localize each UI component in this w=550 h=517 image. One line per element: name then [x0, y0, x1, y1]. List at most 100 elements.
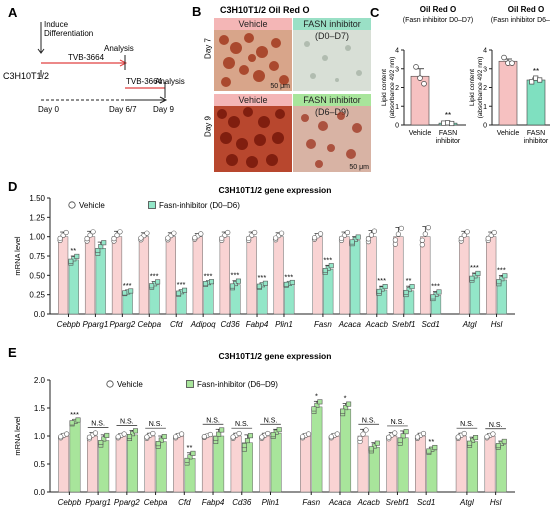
- y-tick-label: 0: [483, 123, 487, 130]
- data-point: [155, 279, 161, 285]
- analysis-label-1: Analysis: [104, 44, 134, 53]
- x-tick-label: Srebf1: [392, 320, 416, 329]
- drug-label-1: TVB-3664: [68, 53, 105, 62]
- y-axis-label-line: (absorbance 492 nm): [477, 57, 484, 119]
- data-point: [179, 431, 185, 437]
- legend-marker: [106, 380, 114, 388]
- data-point: [184, 457, 190, 463]
- x-tick-label: Hsl: [490, 498, 502, 507]
- data-point: [121, 431, 127, 437]
- x-tick-label: Vehicle: [409, 130, 432, 137]
- induce-label: Induce: [44, 20, 69, 29]
- chart-title: C3H10T1/2 gene expression: [219, 351, 332, 361]
- bar: [368, 446, 380, 493]
- x-tick-label: Pparg2: [114, 498, 140, 507]
- bar: [328, 435, 340, 493]
- data-point: [171, 230, 177, 236]
- x-tick-label: Cd36: [232, 498, 252, 507]
- drug-label-2: TVB-3664: [126, 77, 163, 86]
- bar: [95, 248, 106, 315]
- data-point: [182, 287, 188, 293]
- bar: [415, 435, 426, 493]
- data-point: [455, 434, 461, 440]
- micrograph-day7-vehicle: Vehicle 50 μm: [214, 18, 292, 91]
- x-tick-label: Atgl: [459, 498, 474, 507]
- x-tick-label: Cebpa: [144, 498, 168, 507]
- significance-mark: N.S.: [120, 418, 134, 425]
- y-tick-label: 2: [395, 85, 399, 92]
- data-point: [409, 284, 415, 290]
- data-point: [403, 289, 409, 295]
- micrograph-day9-fasn: FASN inhibitor (D6–D9) 50 μm: [293, 94, 371, 172]
- scale-bar-label: 50 μm: [349, 164, 369, 171]
- x-tick-label: Hsl: [491, 320, 503, 329]
- data-point: [368, 232, 375, 238]
- x-tick-label: Fasn: [314, 320, 332, 329]
- significance-mark: N.S.: [391, 419, 405, 426]
- data-point: [461, 232, 467, 238]
- bar: [87, 435, 98, 493]
- y-tick-label: 2.0: [34, 376, 46, 385]
- x-tick-label: Cebpb: [58, 498, 82, 507]
- data-point: [230, 434, 236, 440]
- bar: [386, 435, 398, 493]
- y-tick-label: 1: [395, 104, 399, 111]
- bar: [219, 236, 230, 315]
- chart-subtitle: (Fasn inhibitor D6–D9): [491, 17, 550, 24]
- data-point: [432, 444, 438, 450]
- x-tick-label: Scd1: [422, 320, 440, 329]
- significance-mark: **: [428, 437, 434, 446]
- data-point: [317, 399, 323, 405]
- x-tick-label: Vehicle: [497, 130, 520, 137]
- x-tick-label: Fabp4: [246, 320, 269, 329]
- day7-row-label: Day 7: [203, 38, 213, 59]
- data-point: [340, 408, 346, 414]
- data-point: [207, 431, 213, 438]
- data-point: [64, 431, 70, 437]
- x-tick-label: Cebpb: [57, 320, 81, 329]
- significance-mark: **: [406, 276, 412, 285]
- data-point: [425, 225, 431, 231]
- data-point: [449, 120, 455, 127]
- y-tick-label: 0.25: [29, 291, 45, 300]
- data-point: [491, 229, 497, 236]
- bar: [84, 236, 96, 315]
- data-point: [58, 434, 64, 440]
- x-tick-label: Cfd: [170, 320, 183, 329]
- bar: [484, 435, 496, 493]
- micrograph-label: Vehicle: [214, 18, 292, 30]
- panel-a-letter: A: [8, 5, 18, 20]
- data-point: [198, 231, 204, 237]
- significance-mark: ***: [377, 276, 386, 285]
- significance-mark: ***: [257, 273, 266, 282]
- x-tick-label: inhibitor: [524, 138, 549, 145]
- chart-title: Oil Red O: [420, 5, 456, 14]
- significance-mark: ***: [123, 281, 132, 290]
- chart-c-right: Oil Red O (Fasn inhibitor D6–D9) 0 1 2 3 4 Lipi…: [469, 5, 550, 145]
- data-point: [311, 406, 317, 412]
- micrograph-label: FASN inhibitor (D6–D9): [293, 94, 371, 117]
- bar: [300, 435, 311, 493]
- bar: [246, 236, 257, 315]
- data-point: [430, 294, 436, 300]
- significance-mark: ***: [323, 255, 332, 264]
- y-tick-label: 0.75: [29, 252, 45, 261]
- data-point: [209, 279, 215, 285]
- data-point: [273, 235, 279, 241]
- significance-mark: ***: [150, 272, 159, 281]
- significance-mark: ***: [431, 282, 440, 291]
- data-point: [244, 438, 250, 444]
- significance-mark: **: [187, 443, 193, 452]
- bar: [165, 236, 176, 315]
- data-point: [496, 279, 502, 285]
- data-point: [403, 429, 409, 435]
- x-tick-label: FASN: [527, 130, 545, 137]
- bar: [173, 435, 185, 493]
- y-tick-label: 1.0: [34, 432, 46, 441]
- data-point: [371, 443, 377, 449]
- x-tick-label: Cfd: [178, 498, 191, 507]
- lipid-droplets: [301, 112, 362, 168]
- day9-label: Day 9: [153, 105, 174, 114]
- significance-mark: *: [344, 394, 347, 403]
- y-tick-label: 0.0: [34, 310, 46, 319]
